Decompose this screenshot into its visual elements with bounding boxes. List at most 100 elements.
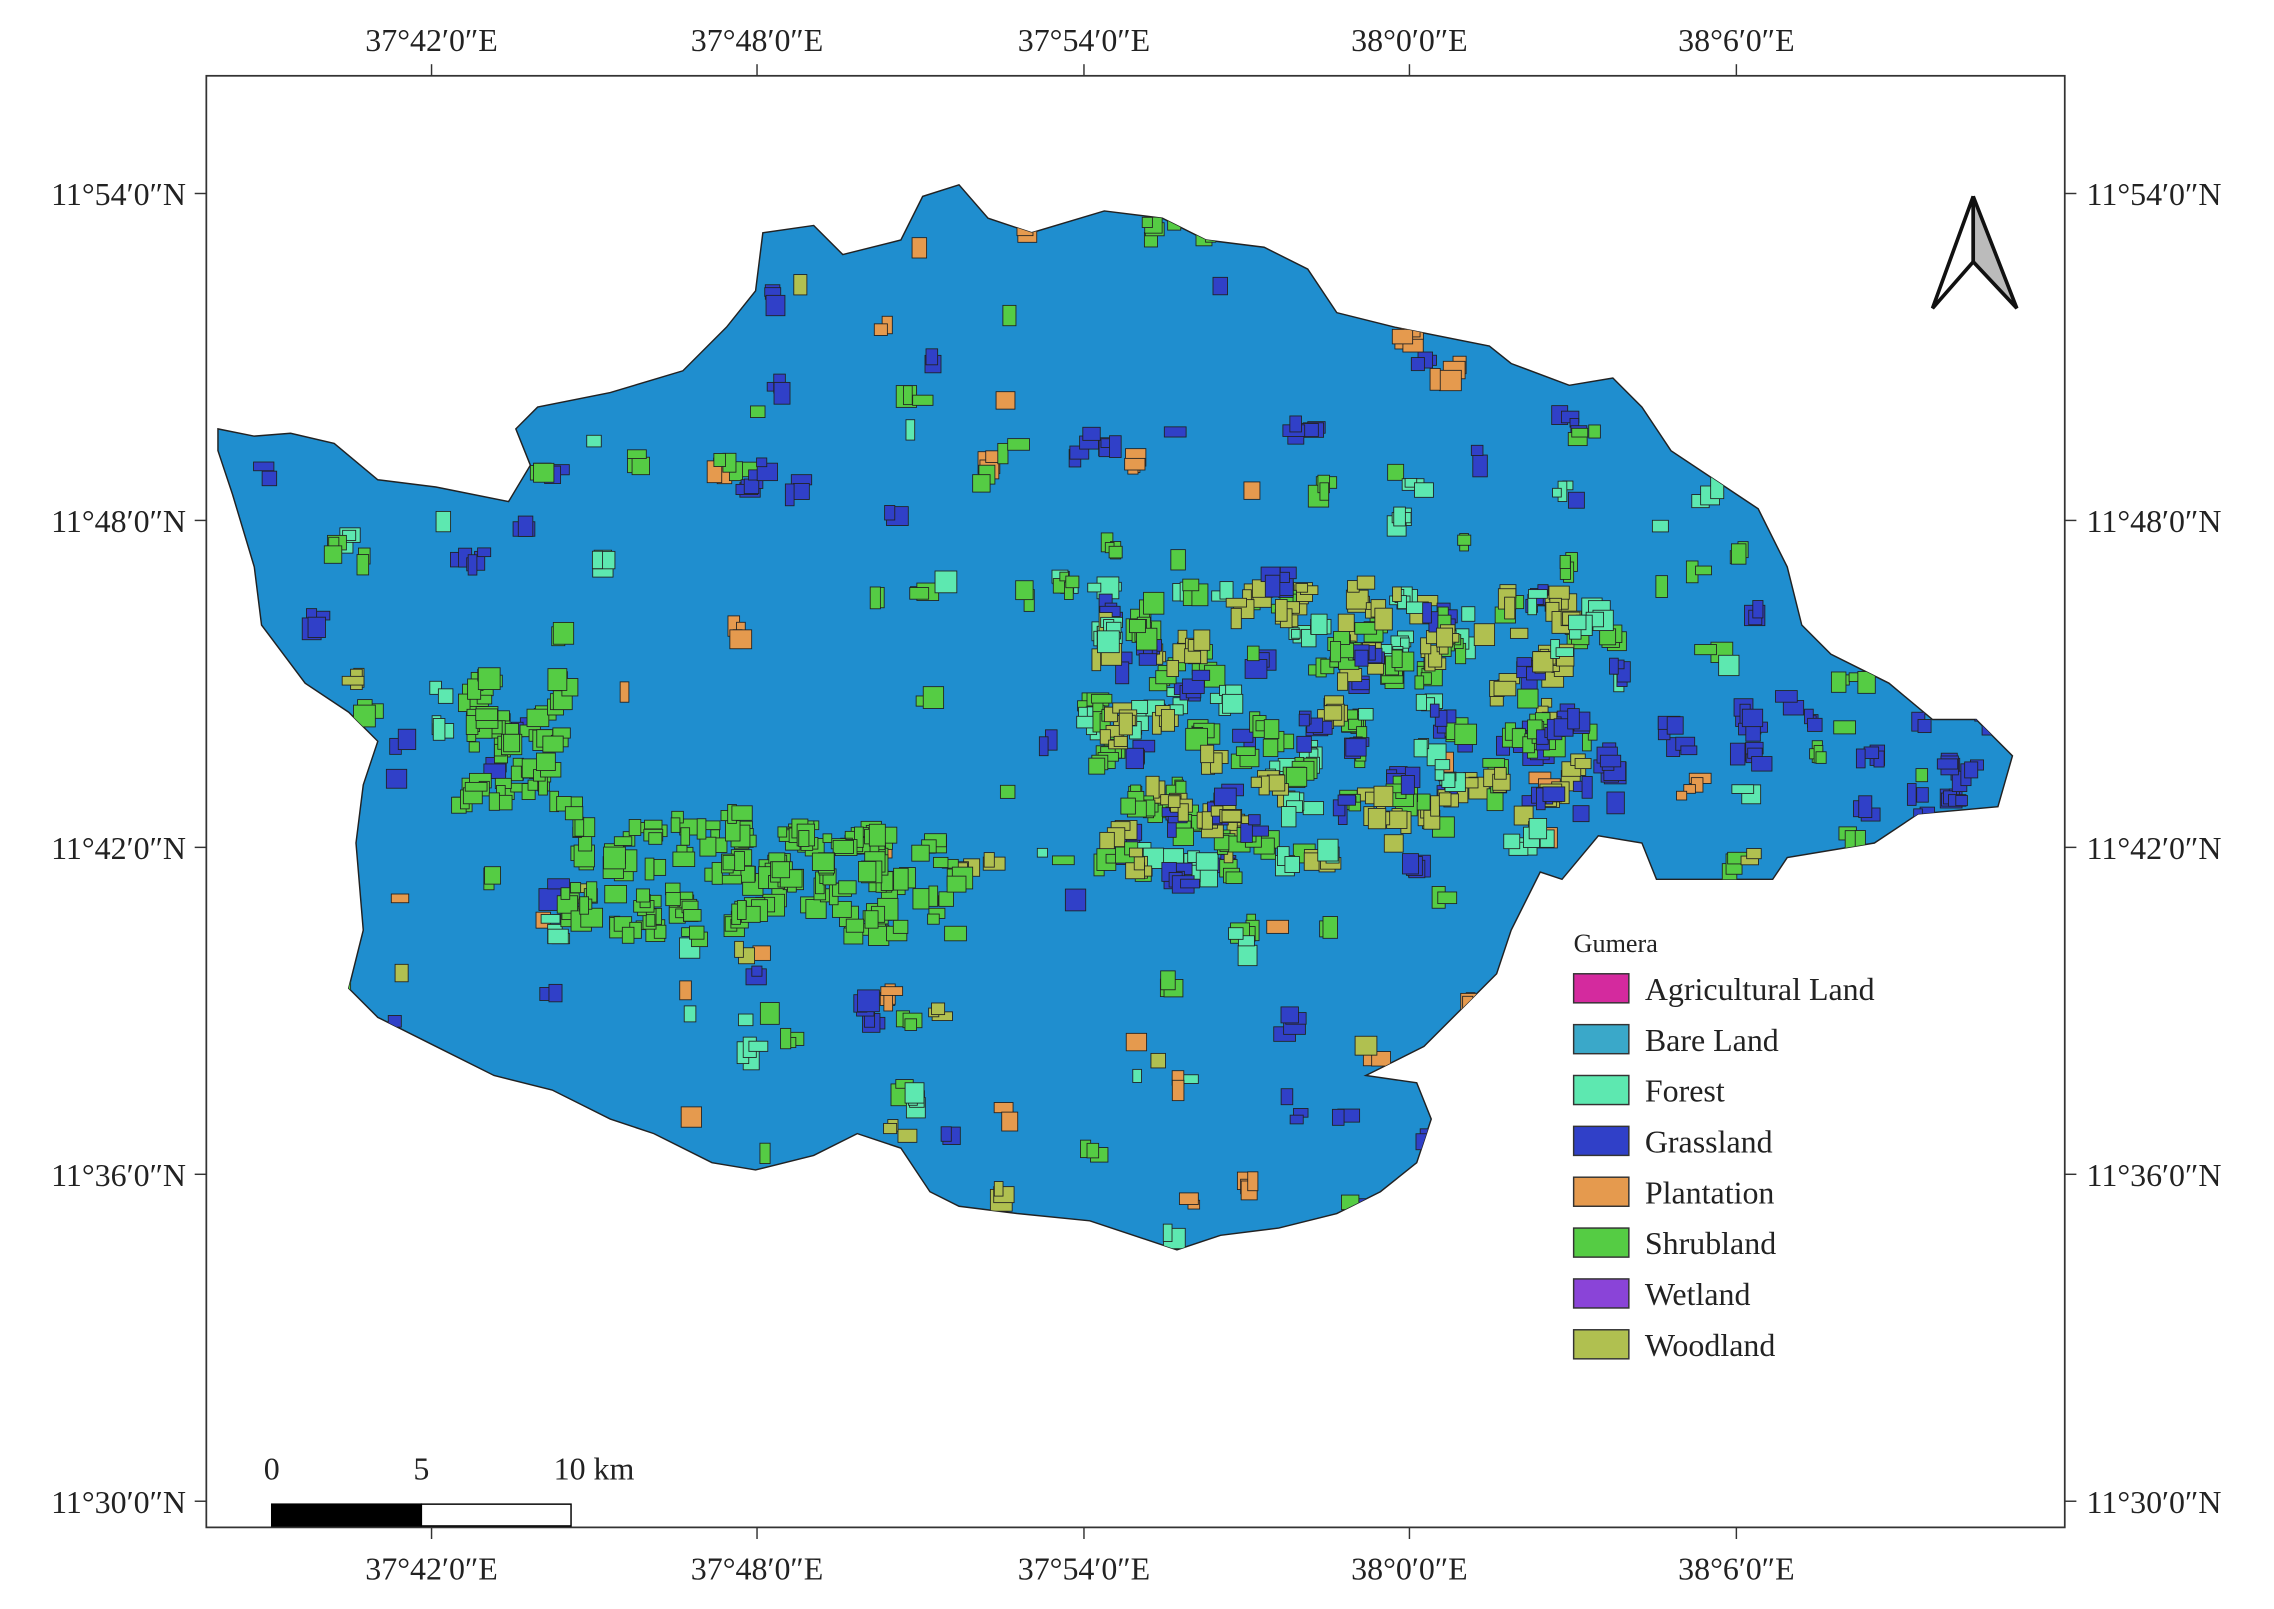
patch xyxy=(1858,795,1873,819)
patch xyxy=(1263,719,1280,739)
patch xyxy=(1581,776,1593,799)
patch xyxy=(1356,575,1376,590)
lon-label-top: 38°6′0″E xyxy=(1678,23,1795,58)
patch xyxy=(729,629,753,650)
patch xyxy=(1680,745,1698,756)
patch xyxy=(680,1106,702,1128)
patch xyxy=(644,819,663,830)
legend-label: Forest xyxy=(1645,1074,1725,1109)
patch xyxy=(1302,801,1325,816)
patch xyxy=(1243,481,1261,500)
legend-swatch xyxy=(1572,1278,1630,1309)
graticule-labels: 37°42′0″E 37°42′0″E 37°48′0″E 37°48′0″E 37°5… xyxy=(51,23,2221,1587)
patch xyxy=(1150,1052,1166,1069)
patch xyxy=(429,680,442,695)
patch xyxy=(1113,735,1128,747)
legend-swatch xyxy=(1572,1074,1630,1106)
patch xyxy=(1086,1142,1100,1159)
patch xyxy=(1099,729,1111,745)
legend-swatch xyxy=(1572,1176,1630,1207)
patch xyxy=(946,875,967,893)
patch xyxy=(1746,848,1762,860)
patch xyxy=(672,851,696,867)
patch xyxy=(1374,607,1393,631)
patch xyxy=(1731,543,1747,565)
patch xyxy=(261,470,278,487)
lon-label-top: 38°0′0″E xyxy=(1351,23,1468,58)
patch xyxy=(1212,276,1228,296)
legend-swatch xyxy=(1572,1023,1630,1055)
patch xyxy=(644,857,655,881)
patch xyxy=(503,733,521,753)
lon-label-bottom: 38°6′0″E xyxy=(1678,1552,1795,1587)
patch xyxy=(748,1040,769,1052)
patch xyxy=(645,914,656,927)
patch xyxy=(1493,680,1517,697)
patch xyxy=(756,462,778,482)
patch xyxy=(832,839,854,854)
patch xyxy=(909,587,930,600)
patch xyxy=(1264,574,1281,598)
patch xyxy=(1364,791,1375,805)
patch xyxy=(720,874,742,885)
patch xyxy=(1436,627,1454,648)
patch xyxy=(1230,607,1242,630)
patch xyxy=(1133,856,1145,871)
patch xyxy=(912,394,934,406)
patch xyxy=(1166,660,1179,677)
patch xyxy=(1082,426,1101,441)
patch xyxy=(1567,491,1585,509)
patch xyxy=(1001,1111,1019,1132)
patch xyxy=(1177,803,1189,822)
patch xyxy=(1729,742,1746,766)
legend: Agricultural Land Bare Land Forest Grasslan… xyxy=(1572,972,1875,1363)
patch xyxy=(995,391,1016,410)
patch xyxy=(1472,454,1488,478)
patch xyxy=(1266,774,1286,792)
patch xyxy=(1225,871,1243,884)
patch xyxy=(353,704,376,728)
patch xyxy=(1413,738,1428,758)
patch xyxy=(1399,637,1410,649)
patch xyxy=(1917,719,1932,734)
patch xyxy=(1237,935,1255,947)
patch xyxy=(1064,888,1087,912)
patch xyxy=(1118,712,1133,736)
patch xyxy=(1464,777,1479,789)
patch xyxy=(1434,709,1448,727)
patch xyxy=(1955,795,1968,807)
patch xyxy=(1542,786,1566,802)
patch xyxy=(868,823,886,847)
patch xyxy=(1162,1223,1173,1243)
patch xyxy=(1280,1088,1294,1106)
patch xyxy=(526,708,550,728)
patch xyxy=(832,900,852,918)
patch xyxy=(1248,814,1261,826)
patch xyxy=(1391,328,1414,345)
patch xyxy=(653,924,667,939)
patch xyxy=(1298,713,1310,727)
patch xyxy=(689,925,705,940)
legend-label: Wetland xyxy=(1645,1277,1751,1312)
patch xyxy=(1694,644,1717,656)
patch xyxy=(1191,669,1211,681)
patch xyxy=(1599,628,1617,646)
lon-label-top: 37°42′0″E xyxy=(365,23,497,58)
patch xyxy=(1414,675,1425,690)
patch xyxy=(822,833,833,844)
patch xyxy=(911,844,930,862)
patch xyxy=(1337,672,1349,691)
patch xyxy=(1599,754,1622,768)
patch xyxy=(635,888,650,903)
patch xyxy=(750,405,766,418)
patch xyxy=(1863,746,1880,760)
patch xyxy=(1854,830,1866,847)
patch xyxy=(734,940,744,958)
patch xyxy=(477,547,492,558)
patch xyxy=(1402,853,1419,875)
patch xyxy=(1036,847,1048,858)
lat-label-right: 11°48′0″N xyxy=(2087,504,2222,539)
patch xyxy=(1289,415,1302,433)
lon-label-top: 37°48′0″E xyxy=(691,23,823,58)
patch xyxy=(1129,847,1143,858)
